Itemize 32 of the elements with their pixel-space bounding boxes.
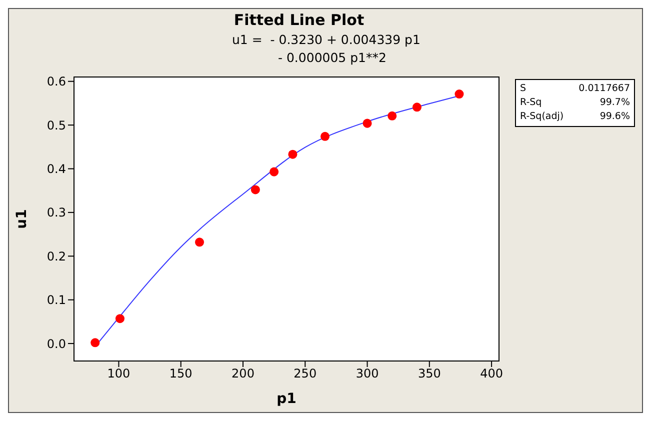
y-tick-label: 0.0 [46,336,66,351]
x-tick-label: 350 [418,366,441,381]
y-tick-label: 0.2 [46,249,66,264]
text: R-Sq 99.7% [520,97,630,108]
y-axis-title: u1 [14,209,30,229]
x-tick-label: 150 [169,366,192,381]
point [250,185,260,194]
point [412,102,422,112]
point [270,167,279,176]
y-tick-label: 0.1 [46,293,66,308]
point [454,90,464,99]
x-tick-label: 100 [107,366,130,381]
text: S 0.0117667 [520,83,630,94]
x-tick-label: 300 [356,366,379,381]
y-tick-label: 0.5 [46,118,66,132]
x-tick-label: 250 [294,366,317,381]
point [115,314,124,324]
point [320,132,330,141]
chart-title: Fitted Line Plot [232,11,366,29]
y-tick-label: 0.3 [46,206,66,220]
chart-subtitle: u1 = - 0.3230 + 0.004339 p1 - 0.000005 p1**2 [232,31,420,67]
y-tick-label: 0.6 [46,74,66,89]
point [388,111,397,120]
x-axis-title: p1 [276,391,296,407]
x-tick-label: 200 [232,366,254,381]
point [90,338,100,348]
point [288,150,298,159]
x-tick-label: 400 [480,366,503,381]
point [195,238,204,247]
y-tick-label: 0.4 [46,162,66,176]
point [362,118,372,128]
text: R-Sq(adj) 99.6% [520,111,630,122]
